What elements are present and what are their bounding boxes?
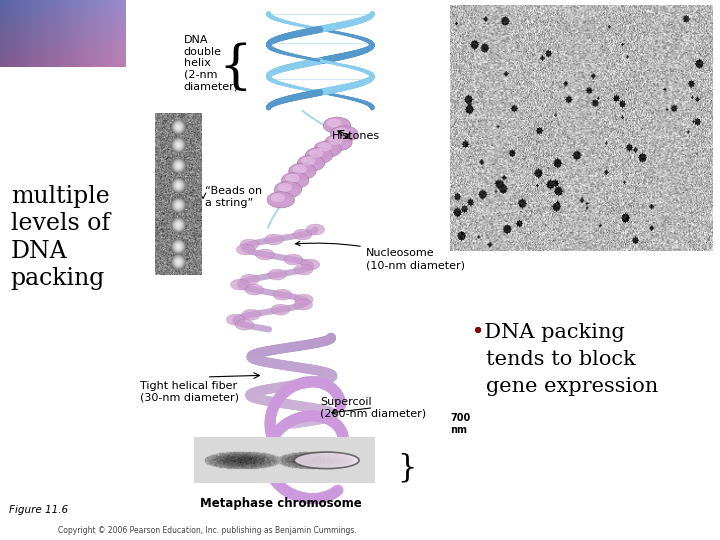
Text: Figure 11.6: Figure 11.6	[9, 505, 68, 515]
Ellipse shape	[323, 117, 351, 133]
Ellipse shape	[226, 314, 245, 325]
Ellipse shape	[289, 163, 316, 179]
Ellipse shape	[273, 289, 292, 300]
Ellipse shape	[236, 244, 255, 255]
Ellipse shape	[292, 165, 307, 173]
Ellipse shape	[305, 147, 333, 164]
Ellipse shape	[294, 264, 313, 275]
Text: Tight helical fiber
(30-nm diameter): Tight helical fiber (30-nm diameter)	[140, 381, 239, 402]
Ellipse shape	[256, 249, 274, 260]
Ellipse shape	[274, 181, 302, 198]
Text: Nucleosome
(10-nm diameter): Nucleosome (10-nm diameter)	[296, 241, 465, 270]
Text: •DNA packing: •DNA packing	[472, 322, 624, 342]
Ellipse shape	[245, 284, 264, 295]
Text: {: {	[219, 42, 252, 93]
Ellipse shape	[330, 126, 358, 142]
Ellipse shape	[265, 234, 284, 245]
Ellipse shape	[242, 309, 261, 320]
Text: Histones: Histones	[333, 131, 380, 141]
Text: gene expression: gene expression	[486, 376, 658, 396]
Ellipse shape	[230, 279, 249, 290]
Ellipse shape	[334, 127, 348, 136]
Ellipse shape	[278, 183, 292, 192]
Text: •: •	[472, 322, 484, 342]
Text: tends to block: tends to block	[486, 349, 636, 369]
Text: multiple
levels of
DNA
packing: multiple levels of DNA packing	[11, 185, 110, 291]
Text: Metaphase chromosome: Metaphase chromosome	[200, 497, 361, 510]
Ellipse shape	[284, 254, 303, 265]
Ellipse shape	[271, 193, 285, 202]
Ellipse shape	[306, 224, 325, 235]
Ellipse shape	[268, 269, 287, 280]
Text: Copyright © 2006 Pearson Education, Inc. publishing as Benjamin Cummings.: Copyright © 2006 Pearson Education, Inc.…	[58, 525, 356, 535]
Ellipse shape	[271, 304, 289, 315]
Ellipse shape	[325, 134, 352, 151]
Ellipse shape	[328, 136, 343, 145]
Ellipse shape	[293, 229, 312, 240]
Text: “Beads on
a string”: “Beads on a string”	[205, 186, 262, 208]
Circle shape	[294, 452, 359, 469]
Ellipse shape	[235, 319, 254, 330]
Ellipse shape	[294, 299, 312, 310]
Ellipse shape	[297, 155, 325, 171]
Text: }: }	[397, 453, 416, 484]
Ellipse shape	[318, 143, 332, 151]
Text: DNA
double
helix
(2-nm
diameter): DNA double helix (2-nm diameter)	[184, 35, 239, 91]
Ellipse shape	[301, 157, 315, 165]
Ellipse shape	[301, 259, 320, 270]
Ellipse shape	[327, 119, 341, 127]
Ellipse shape	[282, 172, 309, 188]
Text: Supercoil
(200-nm diameter): Supercoil (200-nm diameter)	[320, 397, 426, 418]
Text: 700
nm: 700 nm	[450, 413, 470, 435]
Ellipse shape	[309, 149, 323, 158]
Ellipse shape	[267, 192, 294, 208]
Ellipse shape	[240, 239, 258, 250]
Ellipse shape	[314, 141, 341, 157]
Ellipse shape	[240, 274, 259, 285]
Ellipse shape	[294, 294, 313, 305]
Ellipse shape	[285, 174, 300, 183]
